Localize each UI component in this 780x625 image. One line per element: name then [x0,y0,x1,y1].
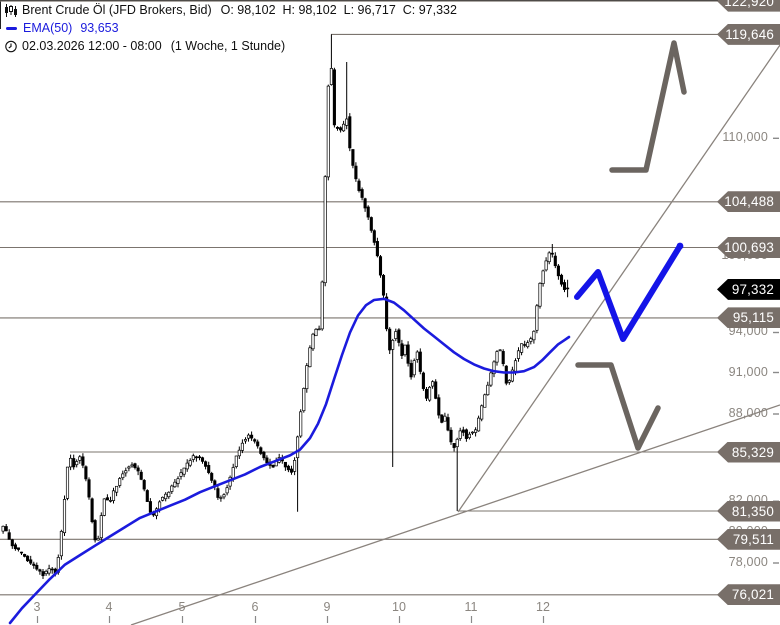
instrument-title: Brent Crude Öl (JFD Brokers, Bid) [22,3,212,17]
price-level-tag-81,350: 81,350 [717,500,780,522]
x-axis-label-6: 6 [251,600,259,614]
x-axis-label-10: 10 [392,600,406,614]
ema-line [8,297,571,625]
datetime-text: 02.03.2026 12:00 - 08:00 [22,39,162,53]
price-level-tag-76,021: 76,021 [717,584,780,606]
price-level-tag-122,920: 122,920 [717,0,780,12]
y-axis-label-88,000: 88,000 [728,406,768,420]
y-axis-label-78,000: 78,000 [728,555,768,569]
price-level-tag-79,511: 79,511 [717,528,780,550]
clock-icon [5,40,17,52]
ema-label: EMA(50) [23,21,73,35]
support-trendline [130,404,780,625]
ema-legend-swatch [6,26,17,30]
y-axis-label-91,000: 91,000 [728,365,768,379]
ema-value: 93,653 [80,21,119,35]
price-level-tag-119,646: 119,646 [717,23,780,45]
timeframe-text: (1 Woche, 1 Stunde) [170,39,286,53]
instrument-row: Brent Crude Öl (JFD Brokers, Bid) O: 98,… [4,3,457,17]
expected-path [574,243,683,342]
x-axis-label-4: 4 [105,600,113,614]
ohlc-values: O: 98,102 H: 98,102 L: 96,717 C: 97,332 [220,3,457,17]
price-level-tag-95,115: 95,115 [717,307,780,329]
price-level-tag-104,488: 104,488 [717,191,780,213]
x-axis-label-5: 5 [178,600,186,614]
x-axis-label-11: 11 [464,600,478,614]
price-level-tag-100,693: 100,693 [717,237,780,258]
candles [1,34,570,579]
chart-legend: Brent Crude Öl (JFD Brokers, Bid) O: 98,… [4,3,457,57]
y-axis-label-110,000: 110,000 [722,130,768,144]
current-price-tag: 97,332 [717,278,780,300]
x-axis-label-12: 12 [536,600,550,614]
expected-path-end-dot [676,242,684,250]
price-level-tag-85,329: 85,329 [717,441,780,463]
bearish-target-arrow [575,362,661,451]
candlestick-icon [5,3,17,17]
bullish-target-arrow [609,40,687,173]
steep-trendline [457,44,780,513]
ema-row: EMA(50) 93,653 [4,21,457,35]
time-row: 02.03.2026 12:00 - 08:00 (1 Woche, 1 Stu… [4,39,457,53]
x-axis-label-3: 3 [33,600,41,614]
x-axis-label-9: 9 [323,600,331,614]
